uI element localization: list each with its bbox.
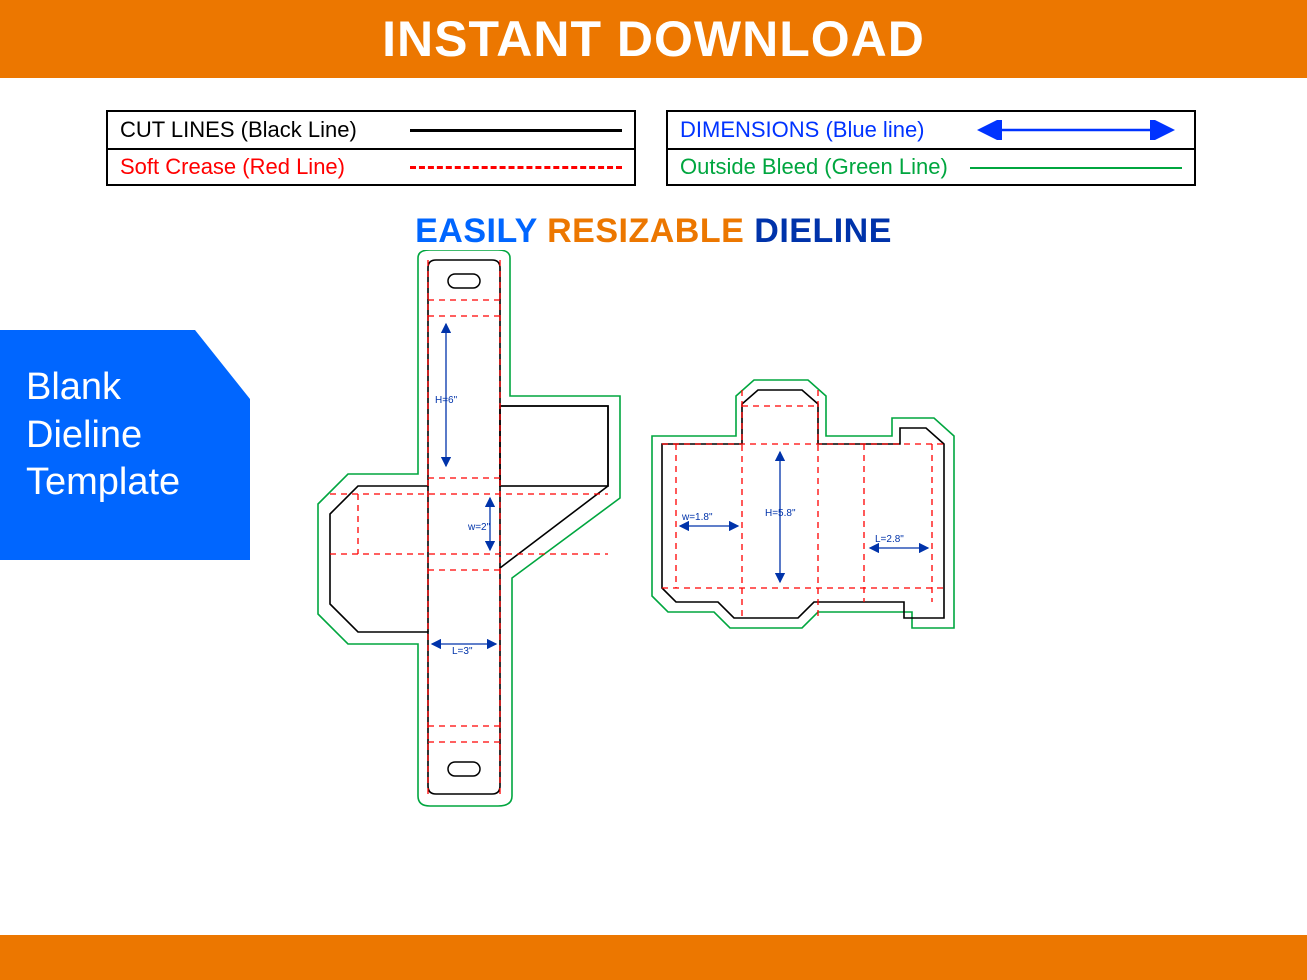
legend-label: DIMENSIONS (Blue line) — [680, 117, 970, 143]
legend-sample-cut — [410, 120, 622, 140]
dim-label-left-W: w=2" — [468, 522, 490, 533]
subheading-word-3: DIELINE — [754, 212, 892, 250]
legend-label: Outside Bleed (Green Line) — [680, 154, 970, 180]
dieline-right — [650, 360, 970, 660]
dim-label-right-L: L=2.8" — [875, 534, 904, 545]
legend-right: DIMENSIONS (Blue line) Outside Bleed (Gr… — [666, 110, 1196, 186]
diagram-area: H=6" w=2" L=3" w=1.8" H=5.8" L=2.8" — [300, 250, 1000, 850]
legend-row-bleed: Outside Bleed (Green Line) — [668, 148, 1194, 184]
footer-banner — [0, 935, 1307, 980]
side-badge-line2: Dieline — [26, 412, 250, 460]
side-badge-line3: Template — [26, 459, 250, 507]
legend-sample-bleed — [970, 157, 1182, 177]
legend-label: CUT LINES (Black Line) — [120, 117, 410, 143]
dim-label-left-H: H=6" — [435, 395, 457, 406]
legend-label: Soft Crease (Red Line) — [120, 154, 410, 180]
subheading: EASILY RESIZABLE DIELINE — [0, 212, 1307, 251]
dim-label-right-W: w=1.8" — [682, 512, 713, 523]
side-badge: Blank Dieline Template — [0, 330, 250, 560]
legend-row-dimensions: DIMENSIONS (Blue line) — [668, 112, 1194, 148]
legend-left: CUT LINES (Black Line) Soft Crease (Red … — [106, 110, 636, 186]
subheading-word-1: EASILY — [415, 212, 537, 250]
dim-label-right-H: H=5.8" — [765, 508, 796, 519]
side-badge-line1: Blank — [26, 364, 250, 412]
legend-sample-crease — [410, 157, 622, 177]
legend: CUT LINES (Black Line) Soft Crease (Red … — [0, 78, 1307, 186]
legend-sample-dimension — [970, 120, 1182, 140]
dim-label-left-L: L=3" — [452, 646, 473, 657]
subheading-word-2: RESIZABLE — [547, 212, 744, 250]
header-title: INSTANT DOWNLOAD — [382, 10, 925, 68]
legend-row-crease: Soft Crease (Red Line) — [108, 148, 634, 184]
legend-row-cutlines: CUT LINES (Black Line) — [108, 112, 634, 148]
header-banner: INSTANT DOWNLOAD — [0, 0, 1307, 78]
